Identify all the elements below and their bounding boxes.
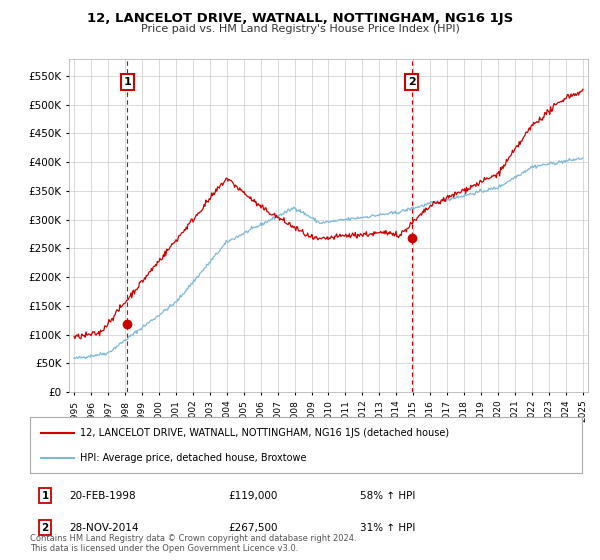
Text: HPI: Average price, detached house, Broxtowe: HPI: Average price, detached house, Brox… xyxy=(80,452,306,463)
Text: 2: 2 xyxy=(41,522,49,533)
Text: 1: 1 xyxy=(41,491,49,501)
Text: £119,000: £119,000 xyxy=(228,491,277,501)
Text: 31% ↑ HPI: 31% ↑ HPI xyxy=(360,522,415,533)
Text: 28-NOV-2014: 28-NOV-2014 xyxy=(69,522,139,533)
Text: 2: 2 xyxy=(408,77,416,87)
Text: 12, LANCELOT DRIVE, WATNALL, NOTTINGHAM, NG16 1JS (detached house): 12, LANCELOT DRIVE, WATNALL, NOTTINGHAM,… xyxy=(80,428,449,438)
Text: 20-FEB-1998: 20-FEB-1998 xyxy=(69,491,136,501)
Text: 1: 1 xyxy=(124,77,131,87)
Text: Price paid vs. HM Land Registry's House Price Index (HPI): Price paid vs. HM Land Registry's House … xyxy=(140,24,460,34)
Text: Contains HM Land Registry data © Crown copyright and database right 2024.
This d: Contains HM Land Registry data © Crown c… xyxy=(30,534,356,553)
Text: 12, LANCELOT DRIVE, WATNALL, NOTTINGHAM, NG16 1JS: 12, LANCELOT DRIVE, WATNALL, NOTTINGHAM,… xyxy=(87,12,513,25)
Text: 58% ↑ HPI: 58% ↑ HPI xyxy=(360,491,415,501)
Text: £267,500: £267,500 xyxy=(228,522,277,533)
